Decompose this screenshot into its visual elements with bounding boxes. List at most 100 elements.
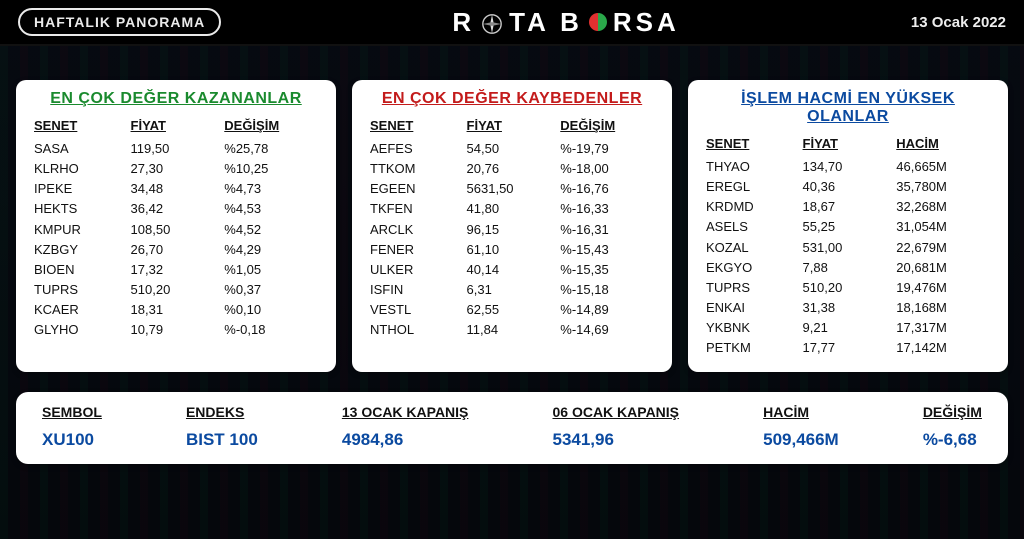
cell: ISFIN: [370, 280, 467, 300]
cell: TKFEN: [370, 199, 467, 219]
cell: ARCLK: [370, 220, 467, 240]
cell: %-16,33: [560, 199, 654, 219]
table-row: TKFEN41,80%-16,33: [370, 199, 654, 219]
cell: 62,55: [467, 300, 561, 320]
cell: 19,476M: [896, 278, 990, 298]
header-bar: HAFTALIK PANORAMA R TA B RSA 13 Ocak 202…: [0, 0, 1024, 46]
cell: KLRHO: [34, 159, 131, 179]
cell: ENKAI: [706, 298, 803, 318]
panel-gainers: EN ÇOK DEĞER KAZANANLAR SENET FİYAT DEĞİ…: [16, 80, 336, 372]
cell: 46,665M: [896, 157, 990, 177]
table-row: EGEEN5631,50%-16,76: [370, 179, 654, 199]
table-row: IPEKE34,48%4,73: [34, 179, 318, 199]
footer-label: 06 OCAK KAPANIŞ: [552, 404, 679, 420]
cell: 108,50: [131, 220, 225, 240]
cell: 54,50: [467, 139, 561, 159]
cell: %4,29: [224, 240, 318, 260]
redgreen-dot-icon: [589, 13, 607, 31]
footer-value: BIST 100: [186, 430, 258, 449]
cell: %25,78: [224, 139, 318, 159]
cell: TUPRS: [706, 278, 803, 298]
cell: 531,00: [803, 238, 897, 258]
cell: %-16,31: [560, 220, 654, 240]
col-fiyat: FİYAT: [803, 136, 897, 151]
cell: 32,268M: [896, 197, 990, 217]
cell: 61,10: [467, 240, 561, 260]
footer-value: 5341,96: [552, 430, 613, 449]
footer-col: SEMBOLXU100: [42, 404, 102, 450]
col-hacim: HACİM: [896, 136, 990, 151]
cell: 5631,50: [467, 179, 561, 199]
cell: 17,77: [803, 338, 897, 358]
panel-title-volume: İŞLEM HACMİ EN YÜKSEK OLANLAR: [706, 90, 990, 126]
table-row: TUPRS510,20%0,37: [34, 280, 318, 300]
header-date: 13 Ocak 2022: [911, 14, 1006, 31]
cell: EKGYO: [706, 258, 803, 278]
table-row: ARCLK96,15%-16,31: [370, 220, 654, 240]
col-degisim: DEĞİŞİM: [560, 118, 654, 133]
cell: AEFES: [370, 139, 467, 159]
footer-label: 13 OCAK KAPANIŞ: [342, 404, 469, 420]
column-headers: SENET FİYAT HACİM: [706, 136, 990, 151]
cell: %0,37: [224, 280, 318, 300]
table-row: THYAO134,7046,665M: [706, 157, 990, 177]
cell: 20,681M: [896, 258, 990, 278]
table-row: AEFES54,50%-19,79: [370, 139, 654, 159]
logo-text-right: RSA: [613, 7, 680, 38]
table-row: KLRHO27,30%10,25: [34, 159, 318, 179]
cell: 17,317M: [896, 318, 990, 338]
cell: 35,780M: [896, 177, 990, 197]
cell: 96,15: [467, 220, 561, 240]
table-row: YKBNK9,2117,317M: [706, 318, 990, 338]
col-fiyat: FİYAT: [467, 118, 561, 133]
table-row: PETKM17,7717,142M: [706, 338, 990, 358]
cell: 41,80: [467, 199, 561, 219]
cell: 31,054M: [896, 217, 990, 237]
table-row: ULKER40,14%-15,35: [370, 260, 654, 280]
cell: %-15,43: [560, 240, 654, 260]
cell: 27,30: [131, 159, 225, 179]
cell: KMPUR: [34, 220, 131, 240]
col-senet: SENET: [370, 118, 467, 133]
cell: %-14,89: [560, 300, 654, 320]
cell: KZBGY: [34, 240, 131, 260]
table-row: SASA119,50%25,78: [34, 139, 318, 159]
cell: KRDMD: [706, 197, 803, 217]
cell: %-15,35: [560, 260, 654, 280]
footer-col: HACİM509,466M: [763, 404, 839, 450]
footer-value: 509,466M: [763, 430, 839, 449]
losers-rows: AEFES54,50%-19,79TTKOM20,76%-18,00EGEEN5…: [370, 139, 654, 340]
cell: %-0,18: [224, 320, 318, 340]
col-senet: SENET: [34, 118, 131, 133]
cell: %10,25: [224, 159, 318, 179]
cell: KCAER: [34, 300, 131, 320]
panels-row: EN ÇOK DEĞER KAZANANLAR SENET FİYAT DEĞİ…: [0, 46, 1024, 382]
cell: %1,05: [224, 260, 318, 280]
cell: HEKTS: [34, 199, 131, 219]
table-row: KCAER18,31%0,10: [34, 300, 318, 320]
cell: ULKER: [370, 260, 467, 280]
cell: 22,679M: [896, 238, 990, 258]
cell: %4,73: [224, 179, 318, 199]
cell: %4,52: [224, 220, 318, 240]
table-row: ASELS55,2531,054M: [706, 217, 990, 237]
footer-label: SEMBOL: [42, 404, 102, 420]
cell: THYAO: [706, 157, 803, 177]
cell: 26,70: [131, 240, 225, 260]
cell: EGEEN: [370, 179, 467, 199]
cell: PETKM: [706, 338, 803, 358]
footer-value: 4984,86: [342, 430, 403, 449]
compass-icon: [481, 11, 503, 33]
cell: IPEKE: [34, 179, 131, 199]
cell: FENER: [370, 240, 467, 260]
panel-title-losers: EN ÇOK DEĞER KAYBEDENLER: [370, 90, 654, 108]
footer-col: 13 OCAK KAPANIŞ 4984,86: [342, 404, 469, 450]
col-senet: SENET: [706, 136, 803, 151]
column-headers: SENET FİYAT DEĞİŞİM: [34, 118, 318, 133]
cell: %4,53: [224, 199, 318, 219]
cell: 11,84: [467, 320, 561, 340]
cell: 17,142M: [896, 338, 990, 358]
footer-col: ENDEKS BIST 100: [186, 404, 258, 450]
cell: 119,50: [131, 139, 225, 159]
footer-label: ENDEKS: [186, 404, 258, 420]
